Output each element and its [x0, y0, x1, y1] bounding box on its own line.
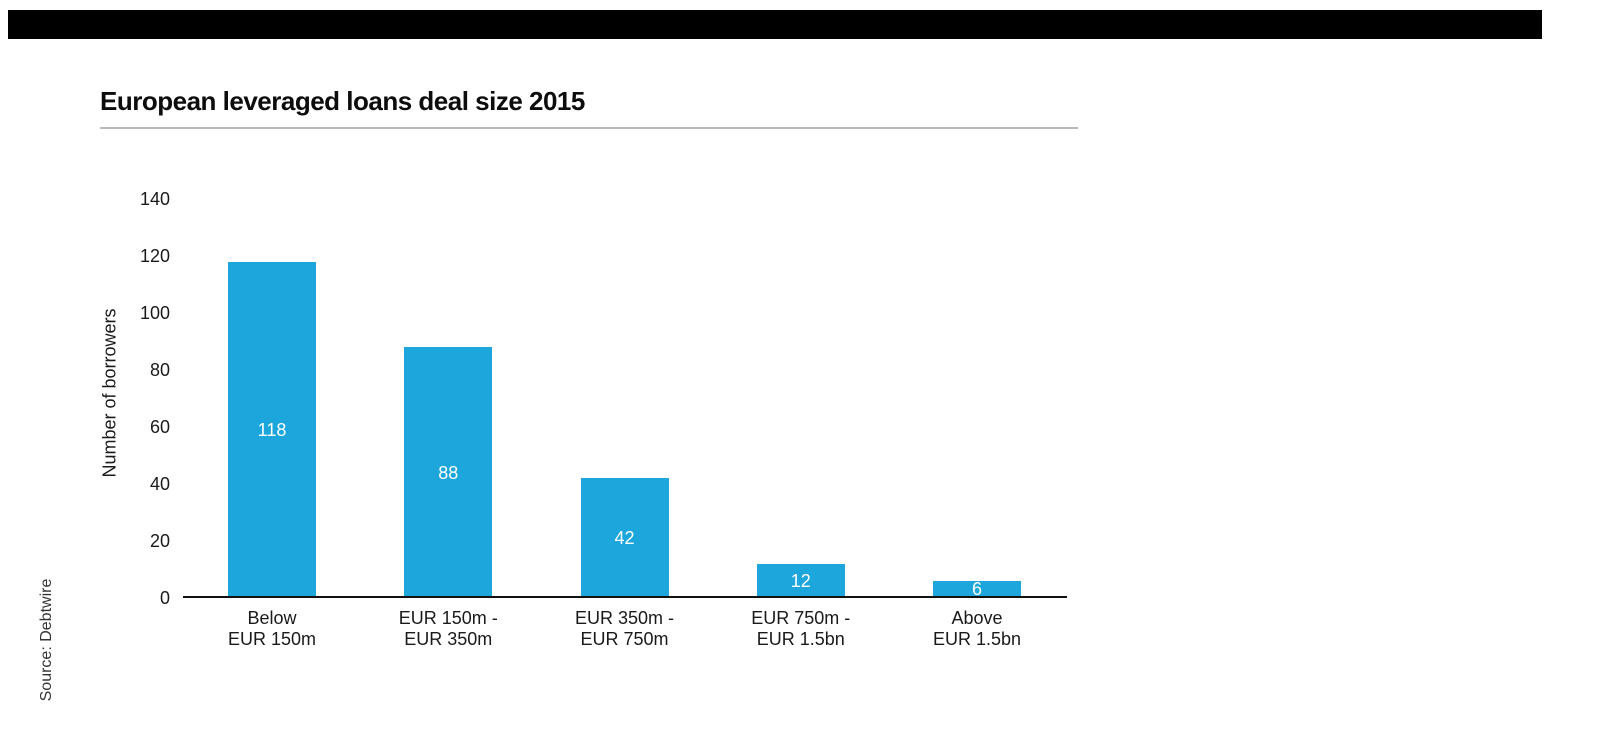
- chart-title: European leveraged loans deal size 2015: [100, 86, 585, 116]
- bar-value-label: 118: [257, 419, 287, 440]
- bar: 12: [756, 563, 845, 598]
- bar: 118: [228, 261, 316, 598]
- x-tick-label: EUR 750m - EUR 1.5bn: [751, 608, 851, 649]
- y-tick-label: 120: [139, 246, 170, 266]
- bar-value-label: 88: [438, 462, 459, 483]
- x-tick-label: Above EUR 1.5bn: [932, 608, 1022, 649]
- top-bar: [8, 10, 1542, 39]
- bar-value-label: 42: [614, 528, 635, 549]
- bar: 88: [404, 347, 493, 598]
- bar-value-label: 6: [971, 579, 982, 600]
- x-tick-label: Below EUR 150m: [227, 608, 317, 649]
- x-axis-line: [183, 596, 1067, 598]
- y-tick-label: 20: [149, 531, 170, 551]
- y-tick-label: 80: [149, 360, 170, 380]
- x-tick-label: EUR 350m - EUR 750m: [574, 608, 675, 649]
- y-tick-label: 60: [149, 417, 170, 437]
- source-note-text: Source: Debtwire: [38, 578, 55, 702]
- y-tick-label: 40: [149, 474, 170, 494]
- title-underline: [100, 127, 1078, 129]
- bar-value-label: 12: [790, 570, 811, 591]
- y-tick-label: 140: [139, 189, 170, 209]
- x-tick-label: EUR 150m - EUR 350m: [398, 608, 498, 649]
- bar: 6: [933, 579, 1021, 600]
- y-tick-label: 0: [159, 588, 170, 608]
- y-axis-title-text: Number of borrowers: [99, 308, 120, 478]
- bar: 42: [580, 478, 669, 598]
- y-tick-label: 100: [139, 303, 170, 323]
